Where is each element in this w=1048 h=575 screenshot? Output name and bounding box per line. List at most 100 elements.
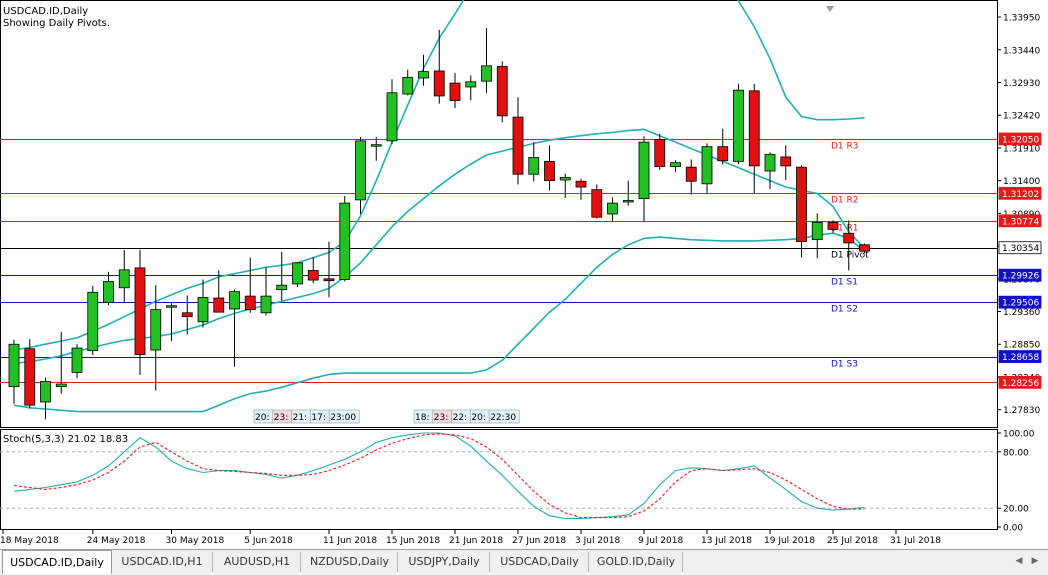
candle-body xyxy=(323,278,335,282)
candle-body xyxy=(433,70,445,97)
pivots-subtitle: Showing Daily Pivots. xyxy=(3,18,110,29)
candle xyxy=(654,133,666,170)
candle xyxy=(733,83,744,164)
stoch-pane-frame xyxy=(0,429,998,530)
candle xyxy=(418,54,429,86)
tab-audusd-h1[interactable]: AUDUSD,H1 xyxy=(214,552,301,572)
candle-body xyxy=(607,202,618,215)
date-tick-label: 3 Jul 2018 xyxy=(575,536,620,546)
candle xyxy=(260,267,272,316)
candle-body xyxy=(213,297,225,313)
candle-body xyxy=(103,280,114,303)
candle xyxy=(292,262,303,288)
candle xyxy=(24,339,36,409)
tab-nzdusd-daily[interactable]: NZDUSD,Daily xyxy=(302,552,398,572)
candle xyxy=(591,184,603,219)
candle-body xyxy=(418,71,429,79)
candle-body xyxy=(118,269,130,289)
candle xyxy=(307,256,319,284)
time-box-label: 17: xyxy=(311,413,325,423)
candle xyxy=(528,142,540,182)
candle-body xyxy=(670,162,681,167)
candle xyxy=(748,83,760,194)
time-box-label: 20: xyxy=(471,413,485,423)
tab-usdcad-id-daily[interactable]: USDCAD.ID,Daily xyxy=(2,550,112,574)
candle-body xyxy=(685,166,697,182)
time-box-label: 22:30 xyxy=(490,413,516,423)
symbol-title: USDCAD.ID,Daily xyxy=(3,6,88,17)
price-tick-label: 1.33440 xyxy=(1003,46,1040,56)
date-tick-label: 9 Jul 2018 xyxy=(638,536,683,546)
candle-body xyxy=(181,312,193,318)
candle xyxy=(166,303,177,342)
pivot-value-box xyxy=(998,132,1042,146)
pivot-value-box xyxy=(998,214,1042,228)
candle-body xyxy=(370,144,382,147)
tab-usdjpy-daily[interactable]: USDJPY,Daily xyxy=(399,552,490,572)
date-tick-label: 30 May 2018 xyxy=(166,536,225,546)
price-chart[interactable]: D1 R3 D1 R2 D1 R1 D1 Pivot D1 S1 D1 S2 D1 S3 1… xyxy=(0,0,1048,549)
candle-body xyxy=(355,140,366,201)
candle xyxy=(55,332,67,394)
pivot-value-label: 1.29926 xyxy=(1002,272,1039,282)
tab-scroll-right-icon[interactable]: ▶ xyxy=(1031,556,1039,566)
candle-body xyxy=(402,76,414,95)
price-tick-label: 1.31400 xyxy=(1003,177,1040,187)
candle-body xyxy=(780,156,792,167)
candle xyxy=(244,257,256,313)
candle-body xyxy=(292,262,303,285)
candle-body xyxy=(197,297,209,323)
candle xyxy=(843,220,855,271)
candle xyxy=(87,285,99,356)
candle xyxy=(134,249,146,376)
candle xyxy=(701,143,713,195)
candle xyxy=(197,279,209,328)
candle xyxy=(559,173,571,198)
pivot-value-box xyxy=(998,375,1042,389)
candle xyxy=(103,271,114,306)
price-tick-label: 1.32420 xyxy=(1003,112,1040,122)
candle xyxy=(670,160,681,173)
candle xyxy=(685,159,697,195)
candle-body xyxy=(8,343,20,387)
tab-scroll-left-icon[interactable]: ◀ xyxy=(1015,556,1023,566)
candle xyxy=(622,180,634,206)
candle-body xyxy=(843,232,855,244)
pivot-value-box xyxy=(998,350,1042,363)
date-tick-label: 13 Jul 2018 xyxy=(701,536,752,546)
candle-body xyxy=(496,66,508,117)
pivot-value-label: 1.28658 xyxy=(1002,353,1039,363)
candle-body xyxy=(559,177,571,181)
candle-body xyxy=(796,166,807,242)
candle-body xyxy=(386,92,398,142)
candle xyxy=(638,136,650,222)
tab-gold-id-daily[interactable]: GOLD.ID,Daily xyxy=(590,552,683,572)
time-box-label: 21: xyxy=(293,413,307,423)
candle-body xyxy=(811,221,823,241)
tab-usdcad-daily[interactable]: USDCAD,Daily xyxy=(491,552,589,572)
candle xyxy=(764,152,776,189)
candle-body xyxy=(134,267,146,355)
candle-body xyxy=(87,291,99,352)
candle xyxy=(796,165,807,258)
date-tick-label: 21 Jun 2018 xyxy=(449,536,503,546)
candle-body xyxy=(591,189,603,218)
candle-body xyxy=(166,305,177,308)
candle xyxy=(40,377,51,420)
pivot-value-label: 1.29506 xyxy=(1002,299,1039,309)
tab-usdcad-id-h1[interactable]: USDCAD.ID,H1 xyxy=(112,552,213,572)
candle-body xyxy=(71,347,83,373)
pivot-value-label: 1.28256 xyxy=(1002,379,1039,389)
candle xyxy=(181,295,193,335)
candle-body xyxy=(764,153,776,172)
candle xyxy=(402,69,414,96)
candle xyxy=(355,137,366,214)
candle-body xyxy=(575,180,587,188)
time-box-label: 20: xyxy=(255,413,269,423)
chart-shift-marker-icon[interactable] xyxy=(826,6,834,12)
stoch-axis-label: 0.00 xyxy=(1003,524,1023,534)
candle-body xyxy=(260,295,272,314)
candle-body xyxy=(307,270,319,281)
time-box xyxy=(328,409,360,424)
